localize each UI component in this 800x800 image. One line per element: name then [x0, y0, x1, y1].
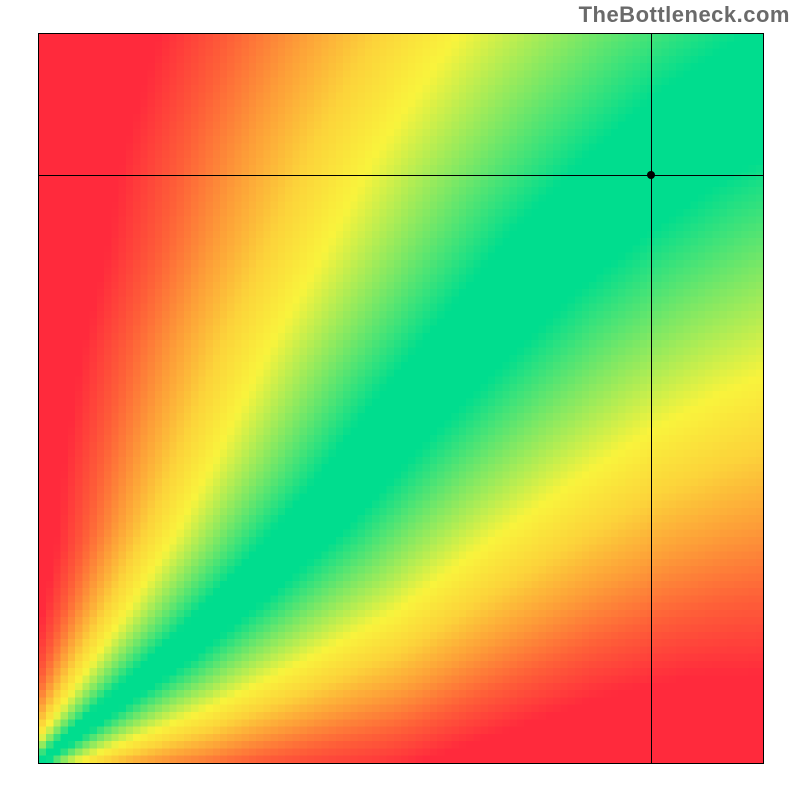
heatmap-plot [38, 33, 764, 764]
watermark-text: TheBottleneck.com [579, 2, 790, 28]
chart-container: TheBottleneck.com [0, 0, 800, 800]
crosshair-vertical [651, 34, 652, 763]
crosshair-marker [647, 171, 655, 179]
heatmap-canvas [39, 34, 763, 763]
